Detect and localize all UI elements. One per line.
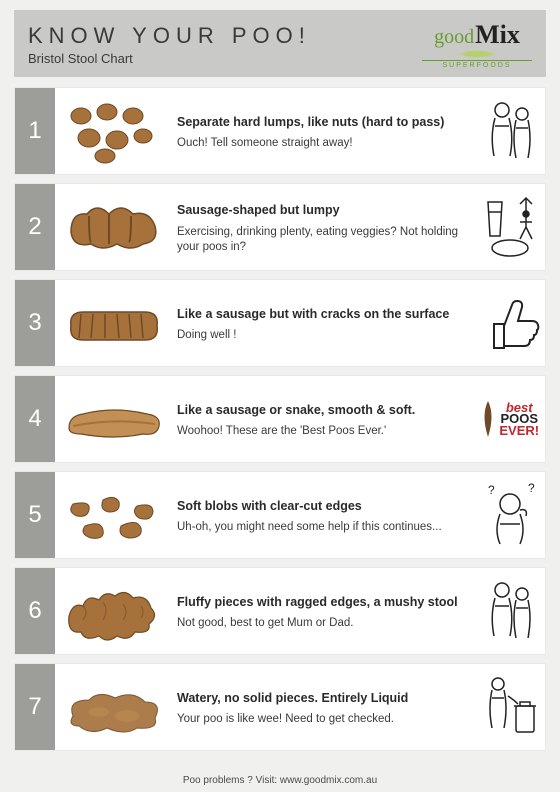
footer-text: Poo problems ? Visit: www.goodmix.com.au [14, 771, 546, 786]
stool-row-3: 3 Like a sausage but with cracks on the … [14, 279, 546, 367]
row-text: Separate hard lumps, like nuts (hard to … [173, 88, 475, 174]
page-subtitle: Bristol Stool Chart [28, 51, 422, 66]
stool-row-5: 5 Soft blobs with clear-cut edges Uh-oh,… [14, 471, 546, 559]
bpe-ever: EVER! [499, 425, 539, 436]
stool-illustration-2 [55, 184, 173, 270]
row-number: 4 [15, 376, 55, 462]
row-title: Fluffy pieces with ragged edges, a mushy… [177, 595, 467, 611]
row-desc: Doing well ! [177, 328, 467, 343]
svg-text:?: ? [528, 481, 535, 495]
stool-illustration-5 [55, 472, 173, 558]
row-title: Soft blobs with clear-cut edges [177, 499, 467, 515]
row-title: Sausage-shaped but lumpy [177, 203, 467, 219]
logo-good-text: good [434, 26, 474, 49]
row-text: Watery, no solid pieces. Entirely Liquid… [173, 664, 475, 750]
row-desc: Uh-oh, you might need some help if this … [177, 520, 467, 535]
row-title: Separate hard lumps, like nuts (hard to … [177, 115, 467, 131]
row-title: Like a sausage but with cracks on the su… [177, 307, 467, 323]
stool-illustration-4 [55, 376, 173, 462]
row-text: Fluffy pieces with ragged edges, a mushy… [173, 568, 475, 654]
stool-illustration-3 [55, 280, 173, 366]
goodmix-logo: goodMix SUPERFOODS [422, 20, 532, 69]
stool-row-4: 4 Like a sausage or snake, smooth & soft… [14, 375, 546, 463]
logo-mix-text: Mix [475, 20, 520, 50]
side-illustration-bpe-badge: best POOS EVER! [475, 376, 545, 462]
row-title: Watery, no solid pieces. Entirely Liquid [177, 691, 467, 707]
row-number: 6 [15, 568, 55, 654]
row-desc: Ouch! Tell someone straight away! [177, 136, 467, 151]
row-number: 1 [15, 88, 55, 174]
side-illustration-people-icon [475, 88, 545, 174]
stool-illustration-1 [55, 88, 173, 174]
row-text: Like a sausage or snake, smooth & soft. … [173, 376, 475, 462]
page-title: KNOW YOUR POO! [28, 23, 422, 49]
stool-rows: 1 Separate hard lumps, like nuts (hard t [14, 87, 546, 771]
stool-row-1: 1 Separate hard lumps, like nuts (hard t [14, 87, 546, 175]
row-desc: Woohoo! These are the 'Best Poos Ever.' [177, 424, 467, 439]
row-text: Sausage-shaped but lumpy Exercising, dri… [173, 184, 475, 270]
stool-illustration-6 [55, 568, 173, 654]
row-text: Soft blobs with clear-cut edges Uh-oh, y… [173, 472, 475, 558]
svg-text:?: ? [488, 483, 495, 497]
side-illustration-thumb-icon [475, 280, 545, 366]
side-illustration-glass-icon [475, 184, 545, 270]
logo-subtext: SUPERFOODS [422, 60, 532, 69]
header-text: KNOW YOUR POO! Bristol Stool Chart [28, 23, 422, 66]
row-number: 7 [15, 664, 55, 750]
side-illustration-thinking-icon: ? ? [475, 472, 545, 558]
row-number: 3 [15, 280, 55, 366]
stool-row-2: 2 Sausage-shaped but lumpy Exercising, d… [14, 183, 546, 271]
row-desc: Your poo is like wee! Need to get checke… [177, 712, 467, 727]
stool-row-7: 7 Watery, no solid pieces. Entirely Liqu… [14, 663, 546, 751]
row-number: 2 [15, 184, 55, 270]
row-text: Like a sausage but with cracks on the su… [173, 280, 475, 366]
logo-leaf-icon [457, 50, 497, 58]
row-desc: Not good, best to get Mum or Dad. [177, 616, 467, 631]
row-title: Like a sausage or snake, smooth & soft. [177, 403, 467, 419]
stool-illustration-7 [55, 664, 173, 750]
stool-row-6: 6 Fluffy pieces with ragged edges, a mus… [14, 567, 546, 655]
row-desc: Exercising, drinking plenty, eating vegg… [177, 225, 467, 255]
header: KNOW YOUR POO! Bristol Stool Chart goodM… [14, 10, 546, 77]
page: KNOW YOUR POO! Bristol Stool Chart goodM… [0, 0, 560, 792]
side-illustration-people-icon [475, 568, 545, 654]
side-illustration-bin-icon [475, 664, 545, 750]
row-number: 5 [15, 472, 55, 558]
